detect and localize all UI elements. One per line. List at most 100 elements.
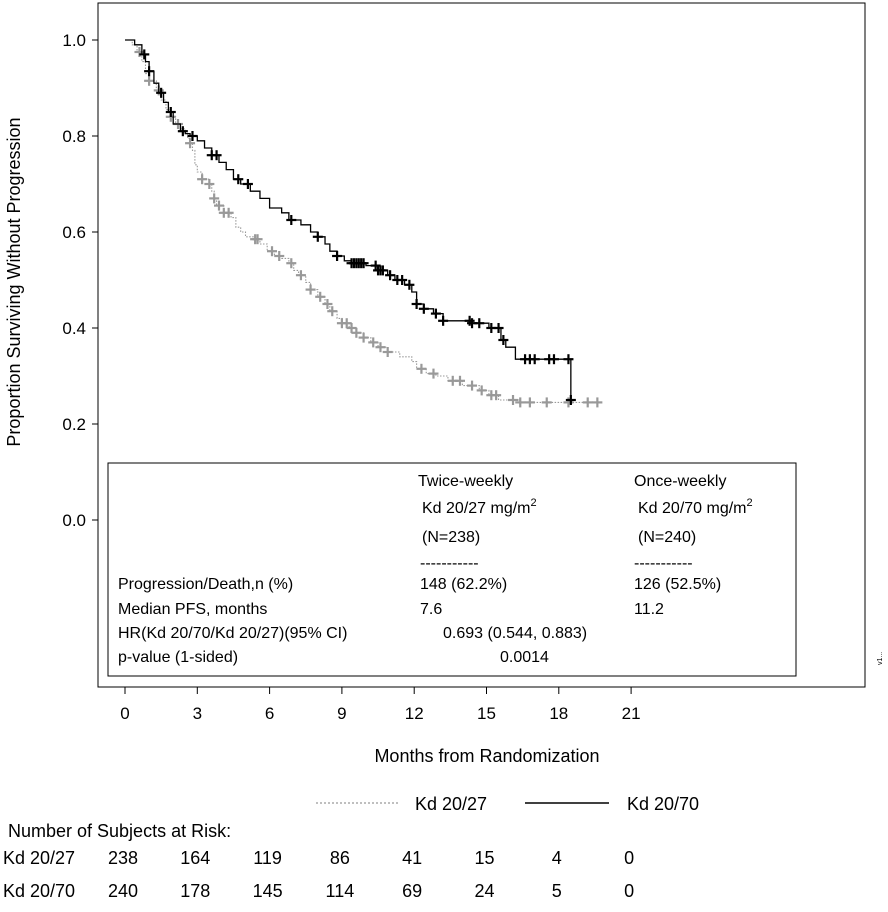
censor-mark [467, 380, 478, 391]
censor-mark [187, 131, 198, 141]
censor-mark [416, 363, 427, 374]
x-tick-label: 12 [405, 704, 424, 723]
at-risk-value: 41 [402, 848, 422, 868]
censor-mark [341, 318, 352, 329]
censor-mark [211, 150, 222, 161]
censor-mark [144, 66, 155, 77]
y-tick-label: 0.0 [62, 511, 86, 530]
y-tick-label: 0.2 [62, 415, 86, 434]
censor-mark [411, 299, 422, 309]
censor-mark [474, 318, 485, 329]
x-tick-label: 6 [265, 704, 274, 723]
censor-mark [430, 308, 441, 319]
at-risk-table: Number of Subjects at Risk: Kd 20/27 Kd … [3, 821, 634, 901]
stats-col-once-n: (N=240) [638, 529, 696, 546]
censor-mark [524, 397, 535, 408]
legend: Kd 20/27 Kd 20/70 [316, 794, 699, 814]
stats-row-median-twice: 7.6 [420, 601, 442, 618]
stats-box-frame [107, 462, 797, 677]
censor-mark [305, 284, 316, 295]
series-kd-20-70 [125, 39, 576, 405]
censor-mark [197, 174, 208, 185]
stats-row-events-twice: 148 (62.2%) [420, 576, 507, 593]
censor-mark [476, 385, 487, 396]
censor-mark [565, 395, 576, 405]
stats-col-twice-sup: 2 [531, 497, 537, 509]
x-axis-ticks: 0 3 6 9 12 15 18 21 [120, 687, 641, 723]
stats-col-twice-n: (N=238) [422, 529, 480, 546]
censor-mark [548, 354, 559, 365]
censor-mark [377, 265, 388, 276]
at-risk-value: 145 [253, 881, 283, 901]
censor-mark [204, 179, 215, 189]
censor-mark [332, 251, 343, 261]
censor-mark [213, 200, 224, 211]
censor-mark [375, 342, 386, 353]
censor-mark [165, 107, 176, 117]
y-axis-title: Proportion Surviving Without Progression [4, 117, 24, 446]
at-risk-values: 238 164 119 86 41 15 4 0 240 178 145 114 69 24 5 0 [108, 848, 634, 901]
y-tick-label: 0.6 [62, 223, 86, 242]
stats-col-once-line1: Once-weekly [634, 473, 726, 490]
censor-mark [515, 397, 526, 408]
y-tick-label: 0.4 [62, 319, 86, 338]
censor-mark [508, 395, 519, 405]
x-tick-label: 15 [477, 704, 496, 723]
censor-mark [286, 215, 297, 225]
censor-mark [454, 375, 465, 386]
censor-mark [139, 49, 150, 60]
at-risk-value: 86 [330, 848, 350, 868]
at-risk-value: 114 [326, 881, 355, 901]
at-risk-row-label-kd2027: Kd 20/27 [3, 848, 75, 868]
censor-mark [428, 368, 439, 379]
x-axis-title: Months from Randomization [374, 746, 599, 766]
censor-mark [327, 306, 338, 317]
censor-mark [563, 354, 574, 365]
censor-mark [267, 246, 278, 257]
censor-mark [295, 270, 306, 281]
x-tick-label: 0 [120, 704, 129, 723]
series-kd-20-27 [125, 39, 603, 408]
y-tick-label: 0.8 [62, 127, 86, 146]
y-axis-ticks: 0.0 0.2 0.4 0.6 0.8 1.0 [62, 31, 98, 530]
censor-mark [233, 174, 244, 185]
at-risk-value: 238 [108, 848, 138, 868]
censor-mark [286, 258, 297, 269]
plot-frame [97, 2, 866, 688]
censor-mark [382, 347, 393, 357]
x-tick-label: 3 [193, 704, 202, 723]
censor-mark [322, 299, 333, 309]
censor-mark [252, 234, 263, 245]
stats-hr-label: HR(Kd 20/70/Kd 20/27)(95% CI) [118, 625, 347, 642]
censor-mark [209, 193, 220, 204]
y-tick-label: 1.0 [62, 31, 86, 50]
stats-hr-value: 0.693 (0.544, 0.883) [443, 625, 587, 642]
censor-mark [592, 397, 603, 408]
at-risk-value: 15 [474, 848, 494, 868]
censor-mark [315, 291, 326, 302]
stats-row-events-label: Progression/Death,n (%) [118, 576, 293, 593]
censor-mark [498, 335, 509, 345]
censor-mark [346, 323, 357, 333]
series-line [125, 39, 598, 403]
censor-mark [493, 323, 504, 333]
censor-mark [358, 332, 369, 343]
censor-mark [541, 397, 552, 408]
at-risk-value: 119 [253, 848, 282, 868]
at-risk-value: 5 [552, 881, 562, 901]
stats-row-median-label: Median PFS, months [118, 601, 267, 618]
at-risk-value: 164 [180, 848, 210, 868]
censor-mark [368, 337, 379, 348]
stats-row-median-once: 11.2 [634, 601, 664, 618]
stats-col-twice-line1: Twice-weekly [418, 473, 513, 490]
stats-p-value: 0.0014 [500, 649, 549, 666]
censor-mark [144, 75, 155, 86]
censor-mark [404, 279, 415, 290]
stats-col-once-sup: 2 [747, 497, 753, 509]
stats-col-twice-dash: ----------- [420, 555, 479, 572]
censor-mark [582, 397, 593, 408]
stats-col-once-line2: Kd 20/70 mg/m2 [638, 497, 753, 517]
series-layer [125, 39, 603, 408]
at-risk-value: 240 [108, 881, 138, 901]
censor-mark [351, 327, 362, 338]
